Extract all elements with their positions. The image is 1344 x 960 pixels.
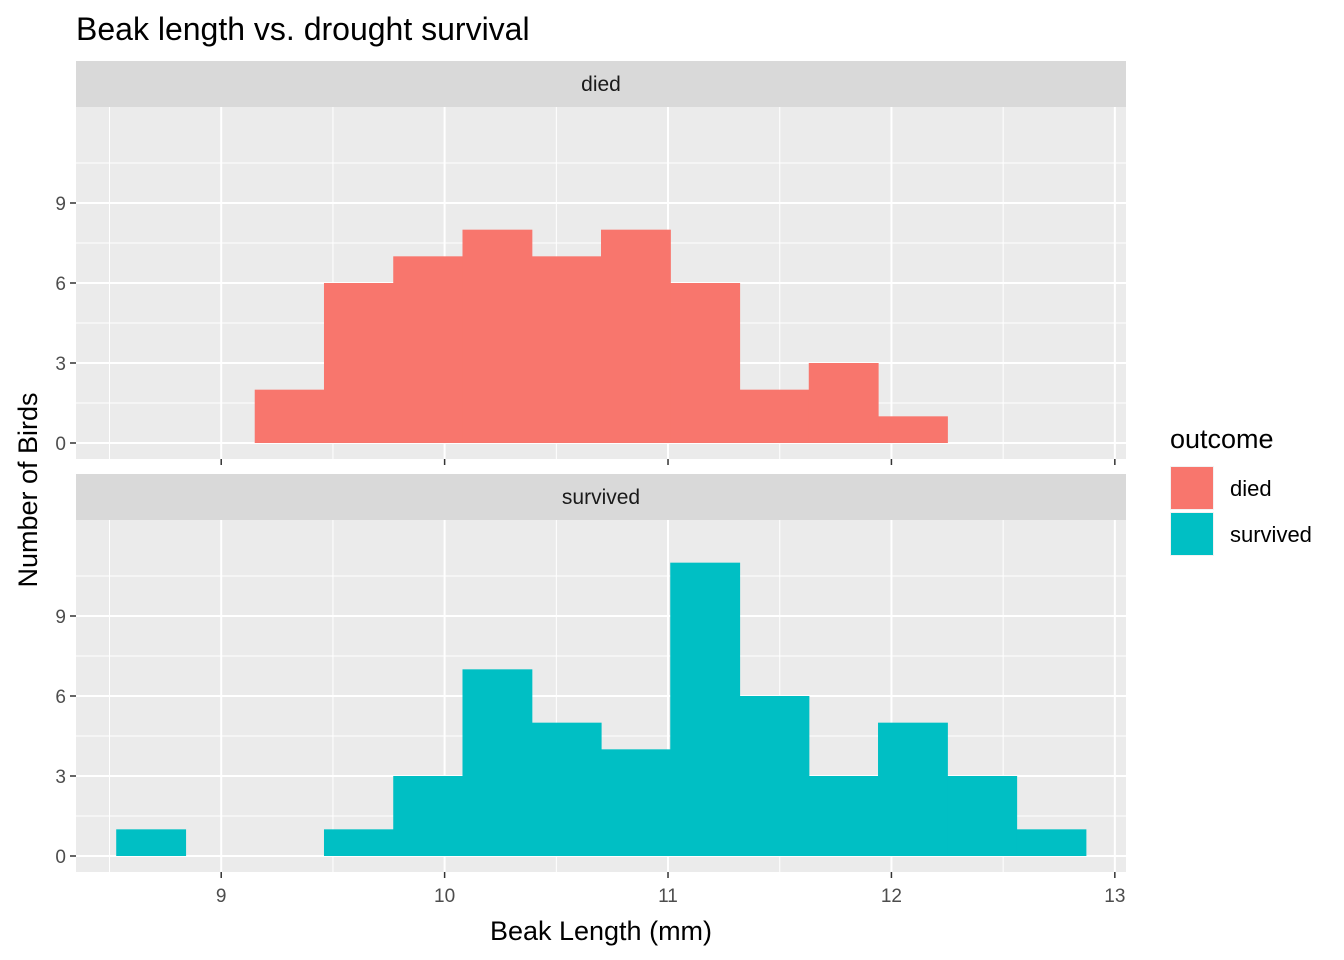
histogram-bar (393, 776, 464, 856)
histogram-bar (531, 256, 602, 443)
y-tick-label: 6 (55, 687, 66, 708)
histogram-bar (878, 722, 948, 856)
facet-strip (76, 474, 1126, 520)
legend-label: died (1230, 476, 1272, 501)
histogram-bar (531, 722, 602, 856)
histogram-bar (739, 696, 810, 856)
x-axis-title: Beak Length (mm) (490, 916, 712, 946)
y-tick-label: 9 (55, 194, 66, 215)
facet-strip-label: died (581, 73, 621, 96)
histogram-bar (878, 416, 948, 443)
histogram-bar (393, 256, 464, 443)
legend-key-swatch (1171, 513, 1213, 555)
y-tick-label: 0 (55, 847, 66, 868)
histogram-bar (601, 749, 671, 856)
y-axis-title: Number of Birds (13, 392, 43, 587)
legend-title: outcome (1170, 424, 1274, 454)
facet-strip-label: survived (562, 486, 640, 509)
y-tick-label: 0 (55, 434, 66, 455)
y-tick-label: 3 (55, 767, 66, 788)
histogram-bar (808, 363, 879, 443)
histogram-bar (462, 669, 533, 856)
y-tick-label: 9 (55, 607, 66, 628)
facet-panel-survived: survived 0 3 6 9 (55, 474, 1126, 872)
histogram-bar (323, 829, 394, 856)
histogram-bar (808, 776, 879, 856)
chart-title: Beak length vs. drought survival (76, 11, 530, 47)
histogram-bar (601, 229, 671, 443)
facet-panel-died: died 0 3 6 9 (55, 61, 1126, 459)
legend-label: survived (1230, 522, 1312, 547)
histogram-bar (947, 776, 1018, 856)
legend: outcome died survived (1170, 424, 1312, 556)
histogram-bar (739, 389, 810, 443)
histogram-bar (462, 229, 533, 443)
legend-key-swatch (1171, 467, 1213, 509)
histogram-bar (670, 283, 741, 443)
x-tick-label: 10 (434, 886, 455, 907)
x-axis: 9 10 11 12 13 (216, 459, 1125, 907)
histogram-bar (116, 829, 187, 856)
histogram-bar (1016, 829, 1087, 856)
x-tick-label: 13 (1104, 886, 1125, 907)
y-tick-label: 6 (55, 274, 66, 295)
facet-panels: died 0 3 6 9 survived 0 3 6 9 (55, 61, 1126, 872)
histogram-bar (670, 562, 741, 856)
y-tick-label: 3 (55, 354, 66, 375)
x-tick-label: 12 (881, 886, 902, 907)
histogram-bar (323, 283, 394, 443)
facet-strip (76, 61, 1126, 107)
x-tick-label: 11 (658, 886, 678, 907)
histogram-bar (254, 389, 325, 443)
x-tick-label: 9 (216, 886, 227, 907)
